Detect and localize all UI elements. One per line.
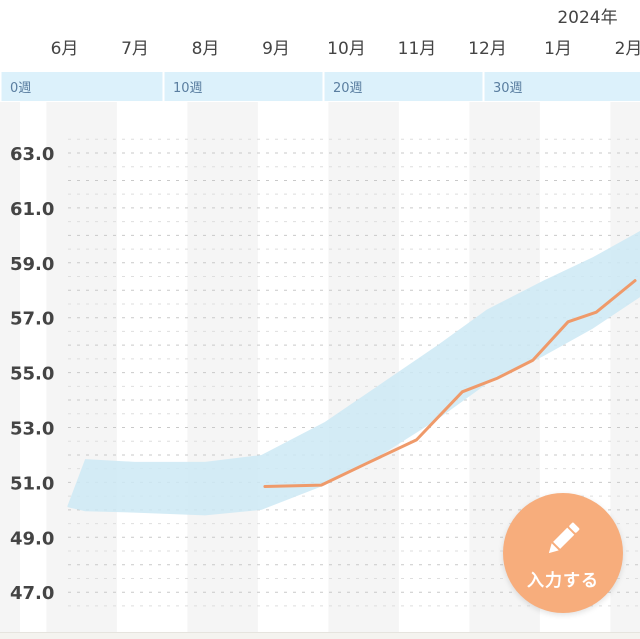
y-tick-label: 51.0 [10,473,54,494]
month-tick-label: 2月 [615,39,640,59]
y-tick-label: 53.0 [10,419,54,440]
y-tick-label: 49.0 [10,528,54,549]
month-stripe [328,102,399,632]
y-tick-label: 55.0 [10,364,54,385]
month-tick-label: 10月 [327,39,366,59]
y-tick-label: 59.0 [10,254,54,275]
month-tick-label: 6月 [51,39,79,59]
month-tick-label: 8月 [192,39,220,59]
month-tick-label: 9月 [262,39,290,59]
year-label: 2024年 [557,8,617,28]
pencil-icon [540,516,586,562]
week-tick-label: 0週 [10,81,31,96]
month-tick-label: 1月 [544,39,572,59]
y-tick-label: 57.0 [10,309,54,330]
week-tick-label: 10週 [173,81,203,96]
input-button-label: 入力する [527,566,599,591]
month-stripe [46,102,117,632]
week-tick-label: 30週 [493,81,523,96]
y-tick-label: 61.0 [10,199,54,220]
week-header-bar [0,72,640,101]
y-tick-label: 63.0 [10,144,54,165]
month-tick-label: 11月 [398,39,437,59]
month-tick-label: 12月 [468,39,507,59]
month-tick-label: 月 [0,39,3,59]
month-stripe [187,102,258,632]
week-tick-label: 20週 [333,81,363,96]
month-tick-label: 7月 [121,39,149,59]
input-button[interactable]: 入力する [503,493,623,613]
y-tick-label: 47.0 [10,583,54,604]
